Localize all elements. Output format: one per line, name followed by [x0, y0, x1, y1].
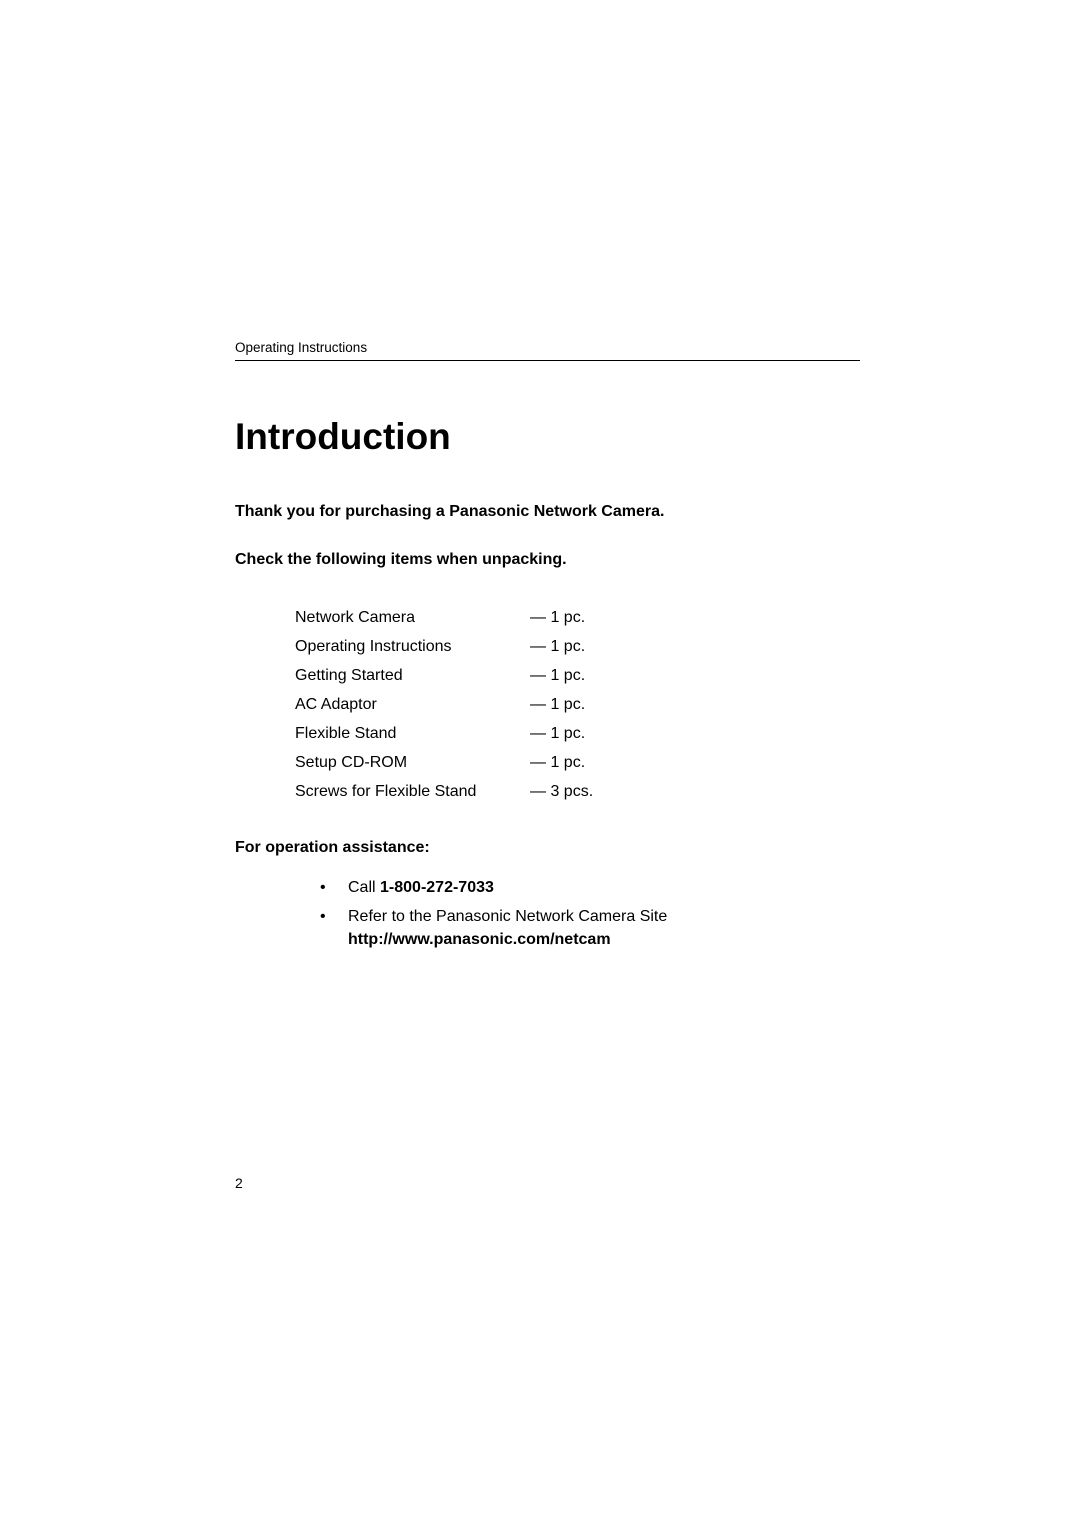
item-quantity: — 1 pc.: [530, 667, 585, 685]
intro-line-2: Check the following items when unpacking…: [235, 551, 860, 569]
bullet-icon: •: [320, 877, 348, 899]
item-quantity: — 1 pc.: [530, 638, 585, 656]
list-item: Network Camera — 1 pc.: [295, 609, 860, 627]
page-title: Introduction: [235, 416, 860, 458]
item-name: Getting Started: [295, 667, 530, 685]
item-quantity: — 1 pc.: [530, 609, 585, 627]
list-item: AC Adaptor — 1 pc.: [295, 696, 860, 714]
page-number: 2: [235, 1175, 243, 1191]
item-name: Screws for Flexible Stand: [295, 783, 530, 801]
phone-number: 1-800-272-7033: [380, 879, 494, 896]
item-name: Setup CD-ROM: [295, 754, 530, 772]
list-item: Operating Instructions — 1 pc.: [295, 638, 860, 656]
bullet-content: Refer to the Panasonic Network Camera Si…: [348, 906, 860, 951]
page-content: Operating Instructions Introduction Than…: [235, 340, 860, 958]
item-quantity: — 3 pcs.: [530, 783, 593, 801]
item-quantity: — 1 pc.: [530, 696, 585, 714]
list-item: Getting Started — 1 pc.: [295, 667, 860, 685]
item-name: Operating Instructions: [295, 638, 530, 656]
assistance-bullet-list: • Call 1-800-272-7033 • Refer to the Pan…: [320, 877, 860, 951]
running-header: Operating Instructions: [235, 340, 860, 361]
bullet-content: Call 1-800-272-7033: [348, 877, 860, 899]
package-contents-list: Network Camera — 1 pc. Operating Instruc…: [295, 609, 860, 801]
item-name: Flexible Stand: [295, 725, 530, 743]
bullet-item: • Refer to the Panasonic Network Camera …: [320, 906, 860, 951]
website-line: Refer to the Panasonic Network Camera Si…: [348, 908, 667, 925]
item-name: AC Adaptor: [295, 696, 530, 714]
list-item: Setup CD-ROM — 1 pc.: [295, 754, 860, 772]
bullet-item: • Call 1-800-272-7033: [320, 877, 860, 899]
bullet-icon: •: [320, 906, 348, 951]
item-name: Network Camera: [295, 609, 530, 627]
assistance-heading: For operation assistance:: [235, 839, 860, 857]
intro-line-1: Thank you for purchasing a Panasonic Net…: [235, 503, 860, 521]
list-item: Screws for Flexible Stand — 3 pcs.: [295, 783, 860, 801]
list-item: Flexible Stand — 1 pc.: [295, 725, 860, 743]
website-url: http://www.panasonic.com/netcam: [348, 931, 611, 948]
item-quantity: — 1 pc.: [530, 754, 585, 772]
call-prefix: Call: [348, 879, 380, 896]
item-quantity: — 1 pc.: [530, 725, 585, 743]
